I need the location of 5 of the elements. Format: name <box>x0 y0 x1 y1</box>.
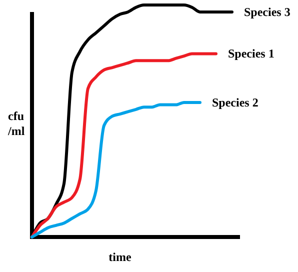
series-label: Species 2 <box>212 95 258 110</box>
series-label: Species 3 <box>244 4 290 19</box>
y-axis-title: cfu /ml <box>7 109 26 138</box>
x-axis-title: time <box>108 250 132 264</box>
series-label: Species 1 <box>228 46 274 61</box>
